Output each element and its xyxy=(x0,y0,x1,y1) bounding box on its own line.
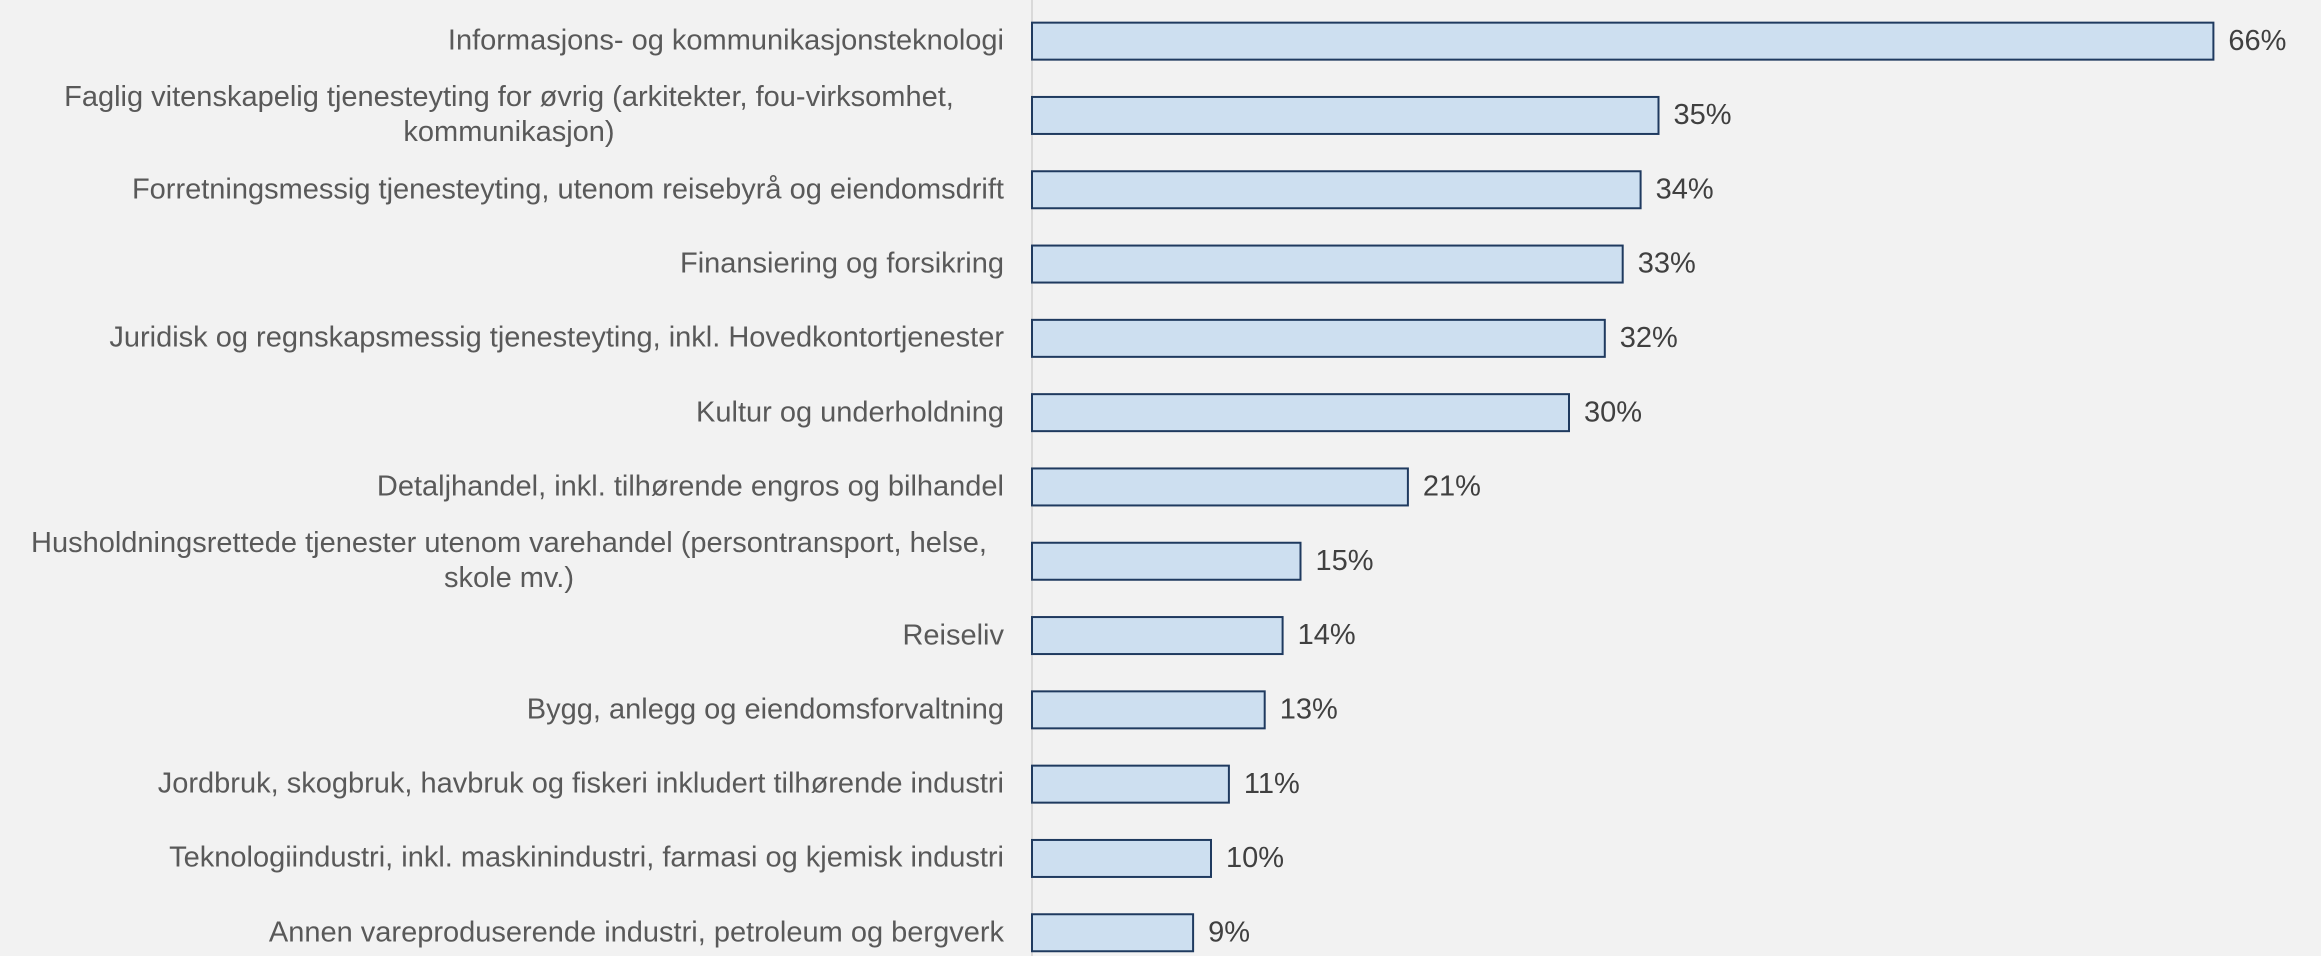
category-label: Juridisk og regnskapsmessig tjenesteytin… xyxy=(109,321,1004,354)
value-label: 13% xyxy=(1280,694,1338,726)
value-label: 9% xyxy=(1208,916,1250,948)
value-label: 66% xyxy=(2228,25,2286,57)
category-label: Teknologiindustri, inkl. maskinindustri,… xyxy=(169,841,1004,874)
category-label-row: Detaljhandel, inkl. tilhørende engros og… xyxy=(4,469,1004,504)
value-label: 14% xyxy=(1298,619,1356,651)
value-label: 11% xyxy=(1244,768,1300,800)
category-label: Kultur og underholdning xyxy=(696,396,1004,429)
category-label: Forretningsmessig tjenesteyting, utenom … xyxy=(131,173,1004,206)
category-label-row: Informasjons- og kommunikasjonsteknologi xyxy=(4,24,1004,59)
bar xyxy=(1031,467,1409,507)
value-label: 10% xyxy=(1226,842,1284,874)
bar xyxy=(1031,170,1642,210)
bar xyxy=(1031,541,1302,581)
bar xyxy=(1031,95,1660,135)
value-label: 15% xyxy=(1316,545,1374,577)
category-label-row: Teknologiindustri, inkl. maskinindustri,… xyxy=(4,841,1004,876)
category-label: Finansiering og forsikring xyxy=(680,247,1004,280)
category-label-row: Finansiering og forsikring xyxy=(4,247,1004,282)
category-label-row: Forretningsmessig tjenesteyting, utenom … xyxy=(4,172,1004,207)
category-label-row: Husholdningsrettede tjenester utenom var… xyxy=(4,526,1004,596)
category-label: Reiseliv xyxy=(902,619,1004,652)
bar xyxy=(1031,764,1230,804)
bar xyxy=(1031,393,1570,433)
category-label-row: Juridisk og regnskapsmessig tjenesteytin… xyxy=(4,321,1004,356)
category-labels: Informasjons- og kommunikasjonsteknologi… xyxy=(0,0,1004,956)
category-label-row: Annen vareproduserende industri, petrole… xyxy=(4,915,1004,950)
category-label: Faglig vitenskapelig tjenesteyting for ø… xyxy=(64,81,954,149)
bar xyxy=(1031,838,1212,878)
category-label-row: Faglig vitenskapelig tjenesteyting for ø… xyxy=(4,80,1004,150)
value-label: 21% xyxy=(1423,471,1481,503)
value-label: 34% xyxy=(1656,173,1714,205)
bar xyxy=(1031,616,1284,656)
category-label-row: Bygg, anlegg og eiendomsforvaltning xyxy=(4,692,1004,727)
category-label: Informasjons- og kommunikasjonsteknologi xyxy=(447,24,1004,57)
value-label: 35% xyxy=(1674,99,1732,131)
bar xyxy=(1031,690,1266,730)
category-label-row: Reiseliv xyxy=(4,618,1004,653)
category-label: Detaljhandel, inkl. tilhørende engros og… xyxy=(376,470,1004,503)
category-label-row: Jordbruk, skogbruk, havbruk og fiskeri i… xyxy=(4,767,1004,802)
bar xyxy=(1031,21,2215,61)
value-label: 32% xyxy=(1620,322,1678,354)
bar xyxy=(1031,244,1624,284)
bar xyxy=(1031,913,1195,953)
category-label: Annen vareproduserende industri, petrole… xyxy=(268,916,1004,949)
value-label: 30% xyxy=(1584,396,1642,428)
category-label-row: Kultur og underholdning xyxy=(4,395,1004,430)
category-label: Bygg, anlegg og eiendomsforvaltning xyxy=(526,693,1004,726)
bar xyxy=(1031,318,1606,358)
category-label: Husholdningsrettede tjenester utenom var… xyxy=(31,527,987,595)
category-label: Jordbruk, skogbruk, havbruk og fiskeri i… xyxy=(157,767,1004,800)
value-label: 33% xyxy=(1638,248,1696,280)
